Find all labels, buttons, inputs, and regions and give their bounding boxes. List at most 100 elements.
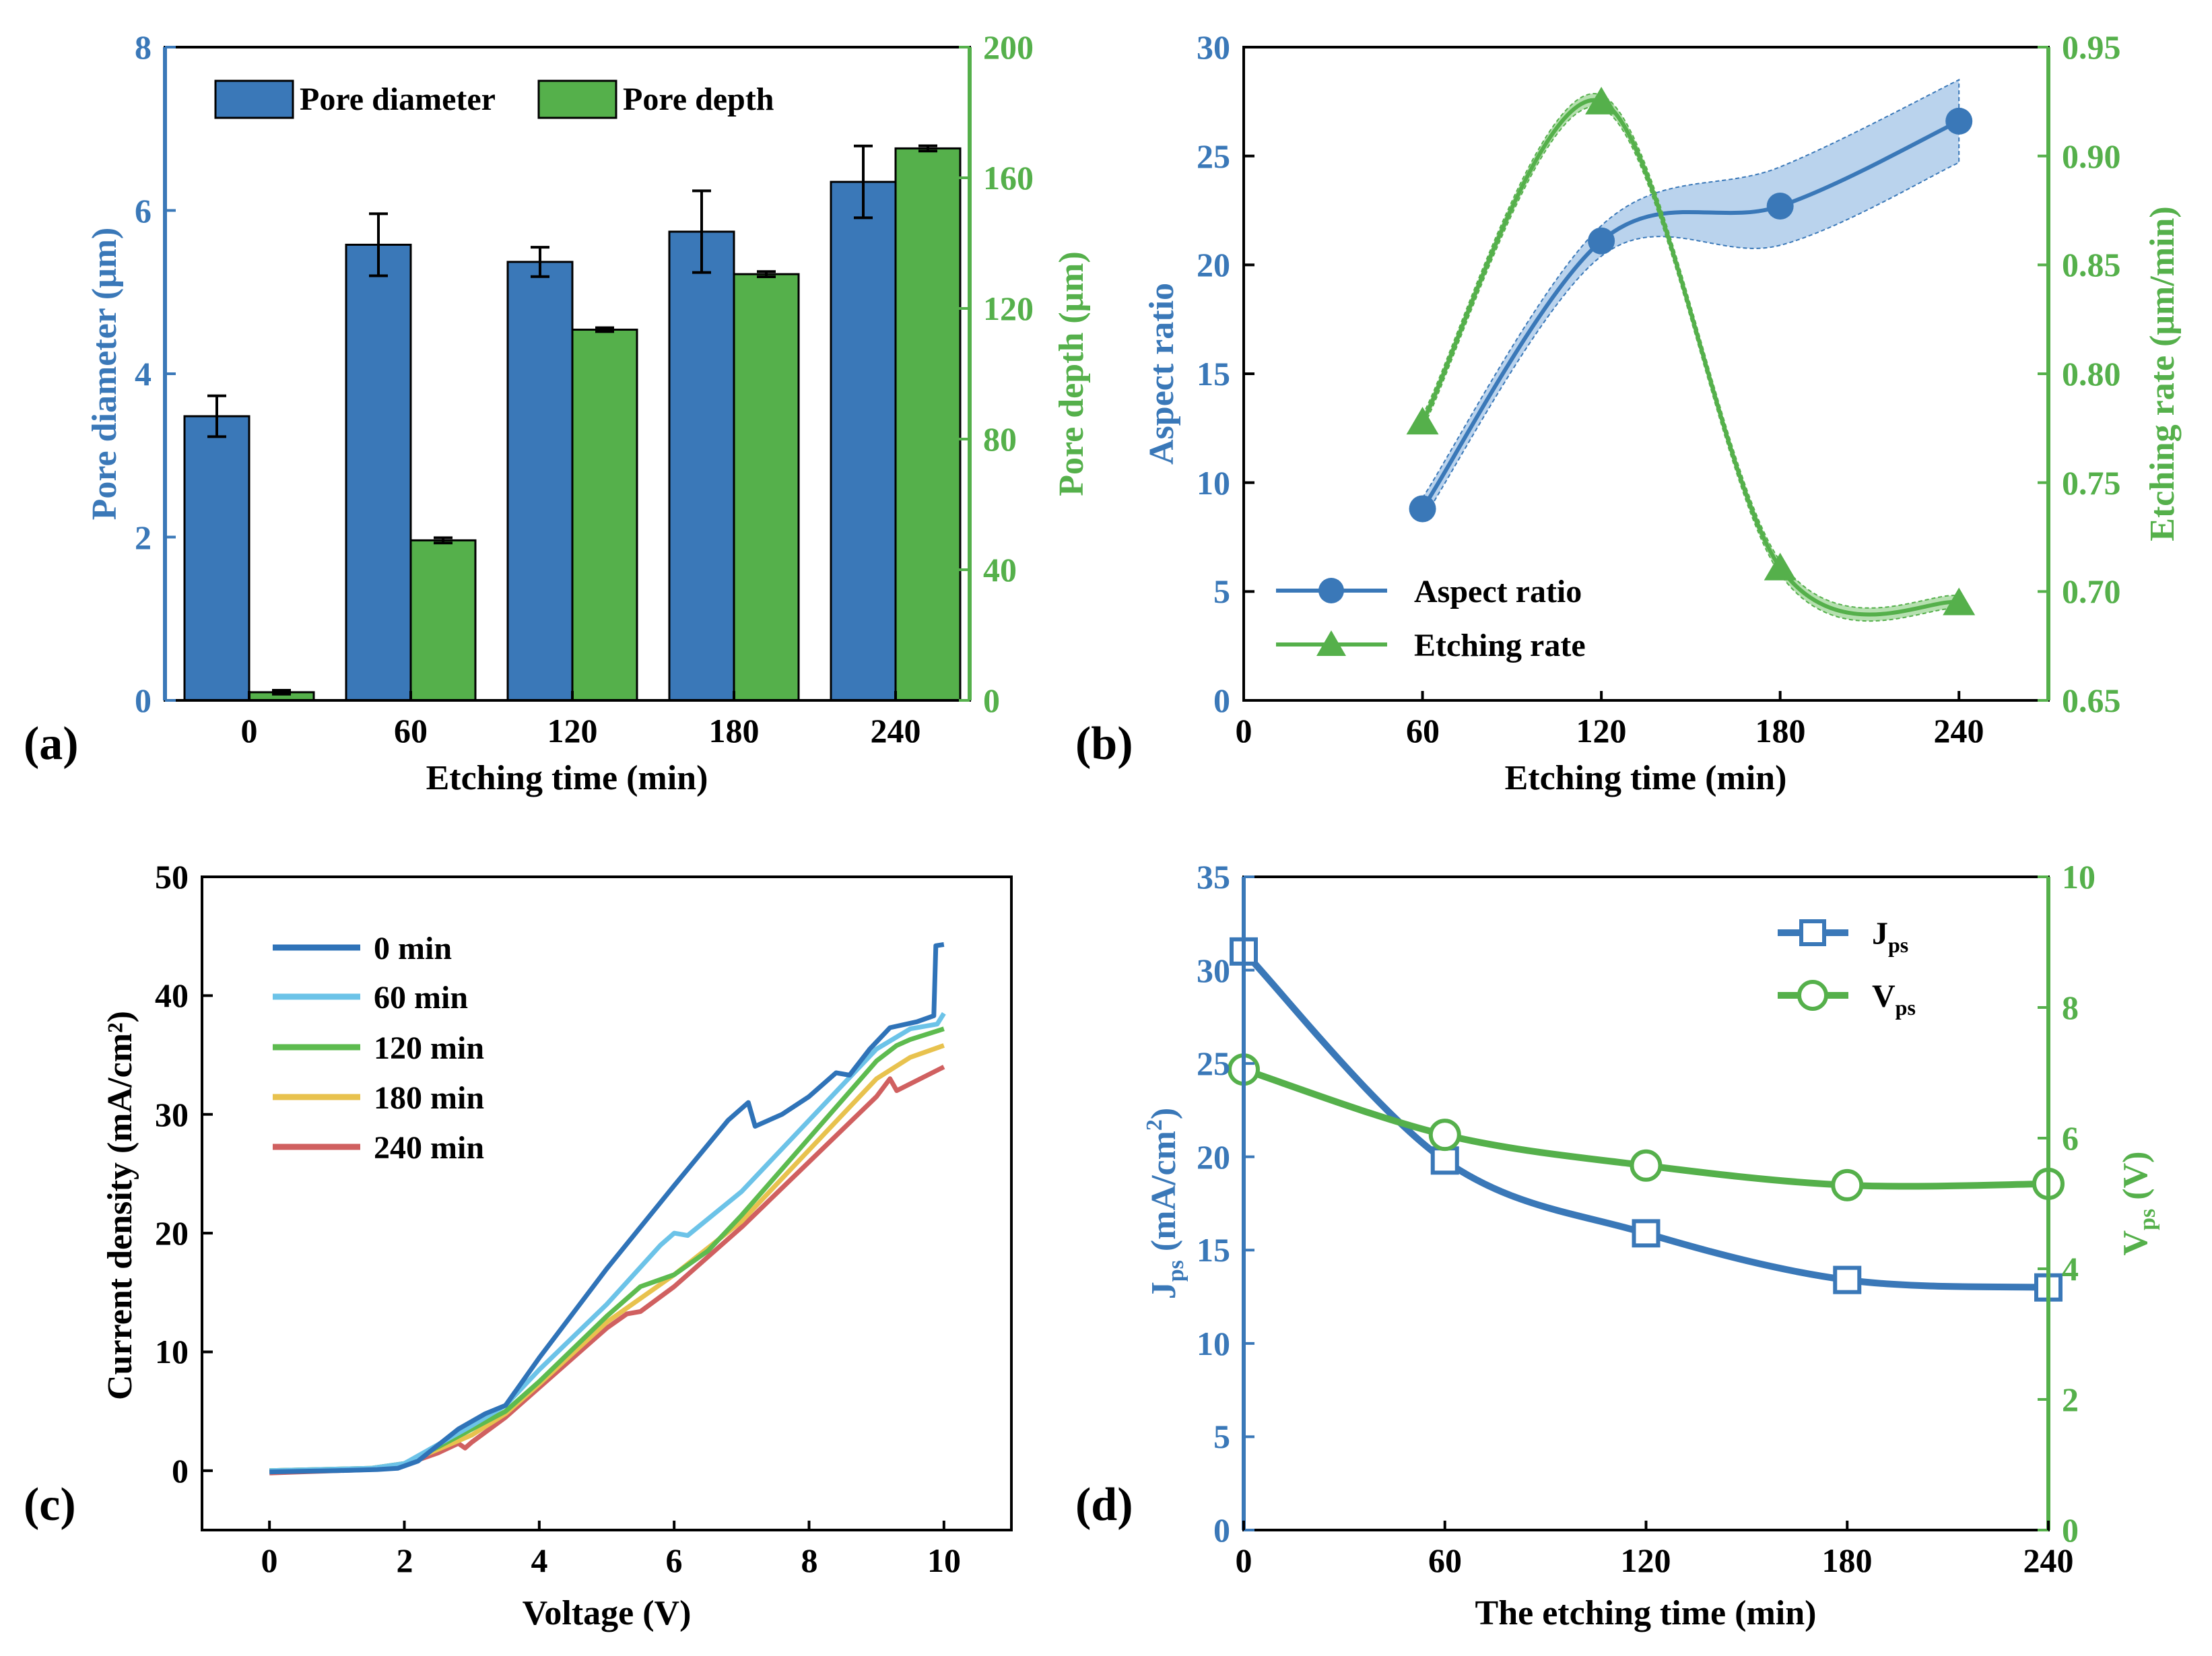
a-legend-label-depth: Pore depth [623,81,774,117]
b-ytick-right-0: 0.65 [2062,682,2121,719]
d-legend-label-jps: Jps [1872,916,1908,957]
panel-letter-b: (b) [1075,718,1133,770]
d-ytick-left-6: 30 [1197,952,1230,989]
d-xtick-2: 120 [1621,1542,1671,1579]
c-xtick-1: 2 [397,1542,413,1579]
b-ytick-left-4: 20 [1197,246,1230,284]
c-xtick-0: 0 [261,1542,278,1579]
c-xtick-2: 4 [531,1542,548,1579]
a-ylabel-right: Pore depth (μm) [1052,251,1091,496]
d-ytick-left-4: 20 [1197,1138,1230,1176]
c-ytick-2: 20 [155,1214,189,1252]
b-point-aspect-1 [1588,227,1615,255]
b-xtick-1: 60 [1406,712,1440,750]
d-ytick-left-2: 10 [1197,1325,1230,1362]
panel-letter-d: (d) [1075,1479,1133,1531]
c-line-180-min [269,1043,945,1473]
b-ytick-right-3: 0.80 [2062,355,2121,393]
b-point-rate-0 [1406,407,1439,435]
b-point-rate-3 [1943,587,1976,616]
panel-c-frame [201,875,1013,1531]
a-ylabel-left: Pore diameter (μm) [86,228,124,521]
d-xtick-1: 60 [1428,1542,1462,1579]
b-point-aspect-2 [1766,193,1794,220]
a-ytick-right-0: 0 [983,682,1000,719]
d-ytick-right-0: 0 [2062,1511,2079,1549]
b-ytick-right-1: 0.70 [2062,572,2121,610]
b-ytick-left-2: 10 [1197,464,1230,502]
c-ytick-1: 10 [155,1333,189,1370]
b-xtick-0: 0 [1236,712,1252,750]
b-ytick-right-2: 0.75 [2062,464,2121,502]
d-ytick-left-7: 35 [1197,858,1230,896]
d-ytick-right-3: 6 [2062,1119,2079,1157]
a-bar-diameter-2 [506,261,574,702]
b-xlabel: Etching time (min) [1505,759,1787,797]
b-xtick-2: 120 [1576,712,1627,750]
d-point-jps-3 [1833,1265,1862,1294]
b-point-rate-1 [1585,86,1618,114]
d-ytick-right-4: 8 [2062,989,2079,1026]
d-legend-marker-jps [1799,919,1826,946]
panel-d-frame [1242,875,2050,1531]
d-xtick-3: 180 [1822,1542,1873,1579]
panel-d-line-chart: 0 5 10 15 20 25 30 35 0 2 4 6 8 10 0 60 … [1075,858,2160,1632]
c-ylabel: Current density (mA/cm²) [101,1011,139,1400]
b-ytick-left-0: 0 [1213,682,1230,719]
a-ytick-right-3: 120 [983,290,1034,327]
c-ytick-4: 40 [155,976,189,1014]
c-ytick-0: 0 [172,1452,189,1490]
a-xtick-2: 120 [547,712,598,750]
b-xtick-3: 180 [1755,712,1806,750]
a-xtick-4: 240 [871,712,921,750]
c-legend-label-3: 180 min [374,1080,484,1116]
c-line-0-min [269,942,945,1475]
panel-c-line-chart: 0 10 20 30 40 50 0 2 4 6 8 10 Voltage (V… [24,858,1013,1632]
d-ytick-left-1: 5 [1213,1418,1230,1455]
c-legend-label-1: 60 min [374,980,468,1016]
d-ytick-left-5: 25 [1197,1045,1230,1082]
b-ytick-right-5: 0.90 [2062,137,2121,175]
d-ytick-right-2: 4 [2062,1250,2079,1288]
c-xlabel: Voltage (V) [523,1594,692,1632]
d-point-vps-3 [1831,1168,1864,1201]
a-bar-depth-1 [409,539,477,702]
panel-letter-c: (c) [24,1479,76,1531]
d-ytick-left-0: 0 [1213,1511,1230,1549]
d-ytick-right-1: 2 [2062,1381,2079,1418]
b-legend: Aspect ratio Etching rate [1276,574,1586,663]
b-line-aspect [1421,119,1960,510]
a-ytick-left-4: 8 [135,28,152,66]
b-legend-label-aspect: Aspect ratio [1414,574,1582,609]
a-bar-depth-2 [571,329,638,702]
b-ytick-left-1: 5 [1213,572,1230,610]
a-legend-label-diameter: Pore diameter [300,81,496,117]
c-legend-label-2: 120 min [374,1030,484,1066]
b-legend-label-rate: Etching rate [1414,628,1586,663]
a-bar-depth-3 [733,273,800,702]
b-ytick-right-6: 0.95 [2062,28,2121,66]
c-legend: 0 min 60 min 120 min 180 min 240 min [273,931,484,1166]
d-legend: Jps Vps [1778,916,1916,1020]
b-legend-marker-aspect [1318,578,1344,603]
b-legend-marker-rate [1316,630,1346,656]
c-xtick-4: 8 [801,1542,818,1579]
panel-letter-a: (a) [24,718,79,770]
b-xtick-4: 240 [1934,712,1984,750]
panel-a-bar-chart: 0 2 4 6 8 0 40 80 120 160 200 0 60 120 1… [24,28,1091,797]
a-ytick-right-5: 200 [983,28,1034,66]
a-bar-diameter-4 [830,180,897,702]
c-line-60-min [269,1012,946,1473]
b-point-aspect-0 [1409,495,1436,523]
d-ylabel-right: Vps (V) [2116,1152,2160,1256]
d-point-vps-1 [1428,1119,1461,1152]
d-xlabel: The etching time (min) [1475,1594,1817,1632]
b-ytick-left-5: 25 [1197,137,1230,175]
d-point-jps-1 [1430,1146,1459,1175]
a-bar-diameter-0 [183,415,250,702]
c-xtick-5: 10 [927,1542,961,1579]
a-ytick-left-2: 4 [135,355,152,393]
a-ytick-left-3: 6 [135,192,152,230]
a-bar-depth-4 [894,147,962,702]
